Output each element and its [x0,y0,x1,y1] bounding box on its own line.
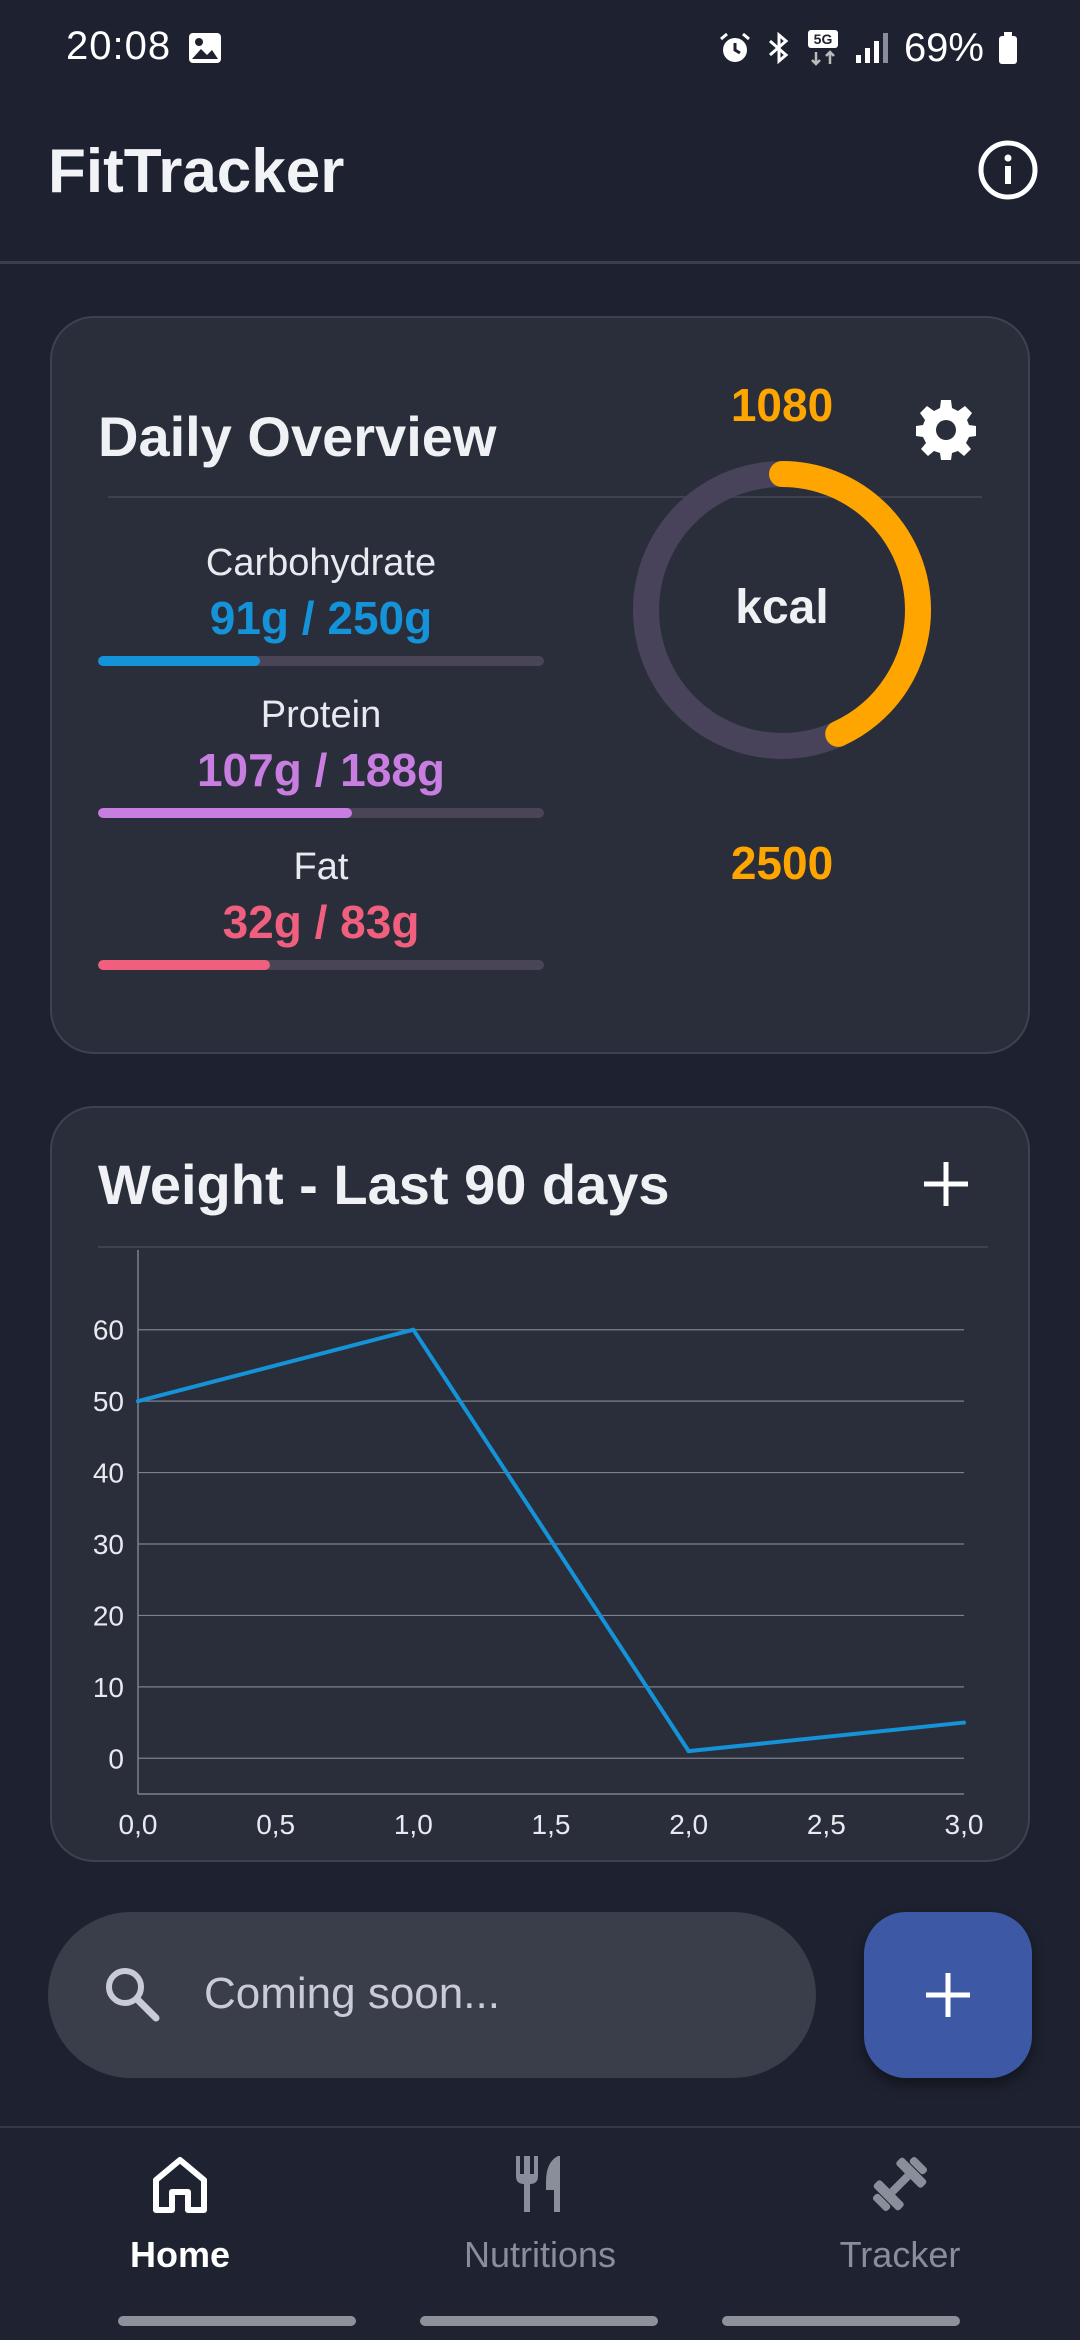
search-input[interactable] [204,1958,784,2030]
kcal-goal: 2500 [730,837,834,889]
search-icon [106,1968,160,2022]
status-time: 20:08 [66,24,172,68]
x-tick-label: 3,0 [945,1809,984,1840]
x-tick-label: 1,0 [394,1809,433,1840]
macro-fat: Fat 32g / 83g [98,846,544,949]
weight-title: Weight - Last 90 days [98,1153,670,1216]
carbohydrate-progress [98,656,544,666]
weight-data-point [962,1720,966,1725]
status-icons: 5G 69% [718,22,1018,74]
fat-progress [98,960,544,970]
nav-label-nutritions: Nutritions [463,2234,617,2275]
y-tick-label: 20 [93,1600,124,1631]
macro-protein: Protein 107g / 188g [98,694,544,797]
gesture-indicator-left [118,2316,356,2326]
weight-card: Weight - Last 90 days 0 10 20 30 40 50 60 0,0 0,… [50,1106,1030,1862]
gesture-indicator-right [722,2316,960,2326]
kcal-ring-progress [633,461,931,759]
macro-name: Protein [260,694,382,736]
weight-data-point [411,1327,416,1332]
kcal-gauge: 1080 kcal 2500 [602,378,962,978]
y-tick-label: 50 [93,1386,124,1417]
gear-icon[interactable] [914,398,978,462]
bluetooth-icon [768,31,789,65]
x-tick-label: 1,5 [532,1809,571,1840]
5g-icon: 5G [807,30,838,66]
add-fab-button[interactable] [864,1912,1032,2078]
dumbbell-icon [872,2156,928,2212]
bottom-navigation: Home Nutritions Tracker [0,2126,1080,2340]
weight-data-point [136,1399,140,1404]
x-tick-label: 0,5 [256,1809,295,1840]
macro-name: Carbohydrate [205,542,437,584]
app-bar: FitTracker [0,96,1080,264]
y-tick-label: 40 [93,1458,124,1489]
y-tick-label: 30 [93,1529,124,1560]
info-icon[interactable] [976,138,1040,202]
x-tick-label: 2,5 [807,1809,846,1840]
y-tick-label: 60 [93,1315,124,1346]
nav-item-nutritions[interactable]: Nutritions [390,2152,690,2276]
add-weight-icon[interactable] [920,1158,972,1210]
nav-label-home: Home [129,2234,231,2275]
battery-percent: 69% [903,25,984,70]
nav-item-home[interactable]: Home [30,2152,330,2276]
gesture-indicator-center [420,2316,658,2326]
weight-divider [98,1246,988,1248]
alarm-icon [719,32,750,62]
x-tick-label: 2,0 [669,1809,708,1840]
gallery-icon [189,33,221,63]
carbohydrate-progress-fill [98,656,261,666]
overview-divider [108,496,982,498]
macro-name: Fat [293,846,349,888]
nav-item-tracker[interactable]: Tracker [750,2152,1050,2276]
app-title: FitTracker [48,137,345,206]
home-icon [153,2157,207,2213]
battery-icon [999,32,1017,64]
macro-value: 32g / 83g [222,896,420,948]
macro-value: 91g / 250g [209,592,433,644]
nav-label-tracker: Tracker [839,2234,961,2275]
y-tick-label: 0 [108,1743,124,1774]
search-bar[interactable] [48,1912,816,2078]
x-tick-label: 0,0 [119,1809,158,1840]
kcal-label: kcal [735,581,829,634]
kcal-ring [633,461,931,759]
signal-icon [855,33,888,63]
weight-chart: 0 10 20 30 40 50 60 0,0 0,5 1,0 1,5 2,0 2,5 3,0 [93,1250,984,1840]
y-tick-label: 10 [93,1672,124,1703]
plus-icon [926,1973,970,2017]
status-bar: 20:08 5G [0,0,1080,96]
5g-label: 5G [814,31,833,47]
utensils-icon [516,2156,560,2212]
macro-value: 107g / 188g [196,744,446,796]
daily-overview-card: Daily Overview Carbohydrate 91g / 250g P… [50,316,1030,1054]
protein-progress [98,808,544,818]
protein-progress-fill [98,808,352,818]
fat-progress-fill [98,960,270,970]
weight-series-line [137,1327,965,1754]
kcal-current: 1080 [730,379,834,431]
daily-overview-title: Daily Overview [98,405,497,468]
weight-data-point [686,1749,691,1754]
macro-carbohydrate: Carbohydrate 91g / 250g [98,542,544,645]
